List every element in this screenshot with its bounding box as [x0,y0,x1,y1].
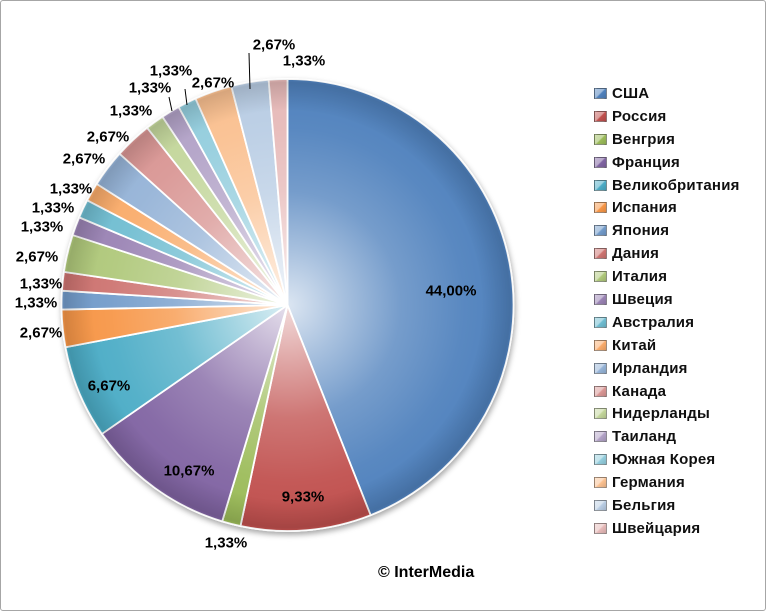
legend-marker-icon [594,133,607,145]
pie-data-label-7: 1,33% [20,276,63,293]
legend-label: Испания [612,199,677,217]
legend-marker-icon [594,477,607,489]
label-leader-line-0 [248,52,251,90]
pie-data-label-17: 2,67% [192,75,235,92]
legend-marker-icon [594,110,607,122]
legend-item-7[interactable]: Дания [594,242,764,265]
credit-text: © InterMedia [378,564,475,581]
legend-marker-icon [594,179,607,191]
legend-item-9[interactable]: Швеция [594,288,764,311]
legend-label: Венгрия [612,130,676,148]
legend-item-16[interactable]: Южная Корея [594,448,764,471]
pie-data-label-15: 1,33% [129,80,172,97]
legend-label: Южная Корея [612,451,716,469]
legend-marker-icon [594,431,607,443]
legend-marker-icon [594,522,607,534]
legend-label: Россия [612,107,667,125]
legend-marker-icon [594,225,607,237]
pie-data-label-4: 6,67% [88,378,131,395]
legend-marker-icon [594,454,607,466]
legend-marker-icon [594,339,607,351]
pie-data-label-19: 1,33% [283,53,326,70]
legend-item-5[interactable]: Испания [594,196,764,219]
pie-data-label-0: 44,00% [426,283,477,300]
legend-item-6[interactable]: Япония [594,219,764,242]
legend-marker-icon [594,316,607,328]
legend-marker-icon [594,408,607,420]
legend-item-13[interactable]: Канада [594,380,764,403]
pie-data-label-11: 1,33% [50,181,93,198]
label-leader-line-1 [168,96,173,112]
legend-item-8[interactable]: Италия [594,265,764,288]
pie-data-label-10: 1,33% [32,200,75,217]
legend-label: Бельгия [612,496,676,514]
label-leader-line-2 [184,88,188,106]
legend-item-12[interactable]: Ирландия [594,357,764,380]
legend-item-0[interactable]: США [594,82,764,105]
legend-marker-icon [594,271,607,283]
legend-item-17[interactable]: Германия [594,471,764,494]
legend: США Россия Венгрия Франция Великобритания Исп… [594,82,764,540]
pie-data-label-3: 10,67% [164,463,215,480]
legend-label: Китай [612,336,657,354]
legend-label: Канада [612,382,667,400]
legend-label: Франция [612,153,680,171]
legend-item-10[interactable]: Австралия [594,311,764,334]
legend-item-2[interactable]: Венгрия [594,128,764,151]
legend-label: США [612,84,650,102]
pie-data-label-8: 2,67% [16,249,59,266]
pie-data-label-12: 2,67% [63,151,106,168]
pie-data-label-2: 1,33% [205,535,248,552]
legend-marker-icon [594,248,607,260]
legend-label: Дания [612,245,660,263]
legend-item-19[interactable]: Швейцария [594,517,764,540]
legend-label: Австралия [612,313,695,331]
pie-data-label-1: 9,33% [282,489,325,506]
legend-label: Великобритания [612,176,740,194]
legend-marker-icon [594,156,607,168]
legend-marker-icon [594,293,607,305]
legend-item-3[interactable]: Франция [594,151,764,174]
pie-slices [60,78,515,532]
pie-data-label-18: 2,67% [253,37,296,54]
legend-label: Италия [612,268,668,286]
legend-label: Германия [612,474,685,492]
legend-label: Нидерланды [612,405,710,423]
legend-item-15[interactable]: Таиланд [594,425,764,448]
pie-data-label-9: 1,33% [21,219,64,236]
pie-data-label-14: 1,33% [110,103,153,120]
pie-data-label-5: 2,67% [20,325,63,342]
legend-item-14[interactable]: Нидерланды [594,402,764,425]
legend-item-4[interactable]: Великобритания [594,174,764,197]
pie-data-label-13: 2,67% [87,129,130,146]
legend-item-18[interactable]: Бельгия [594,494,764,517]
legend-label: Япония [612,222,670,240]
legend-item-11[interactable]: Китай [594,334,764,357]
legend-marker-icon [594,87,607,99]
legend-marker-icon [594,362,607,374]
legend-marker-icon [594,499,607,511]
legend-item-1[interactable]: Россия [594,105,764,128]
legend-label: Швейцария [612,519,701,537]
legend-label: Таиланд [612,428,677,446]
pie-data-label-16: 1,33% [150,63,193,80]
legend-marker-icon [594,385,607,397]
legend-marker-icon [594,202,607,214]
pie-data-label-6: 1,33% [15,295,58,312]
legend-label: Швеция [612,290,673,308]
legend-label: Ирландия [612,359,688,377]
